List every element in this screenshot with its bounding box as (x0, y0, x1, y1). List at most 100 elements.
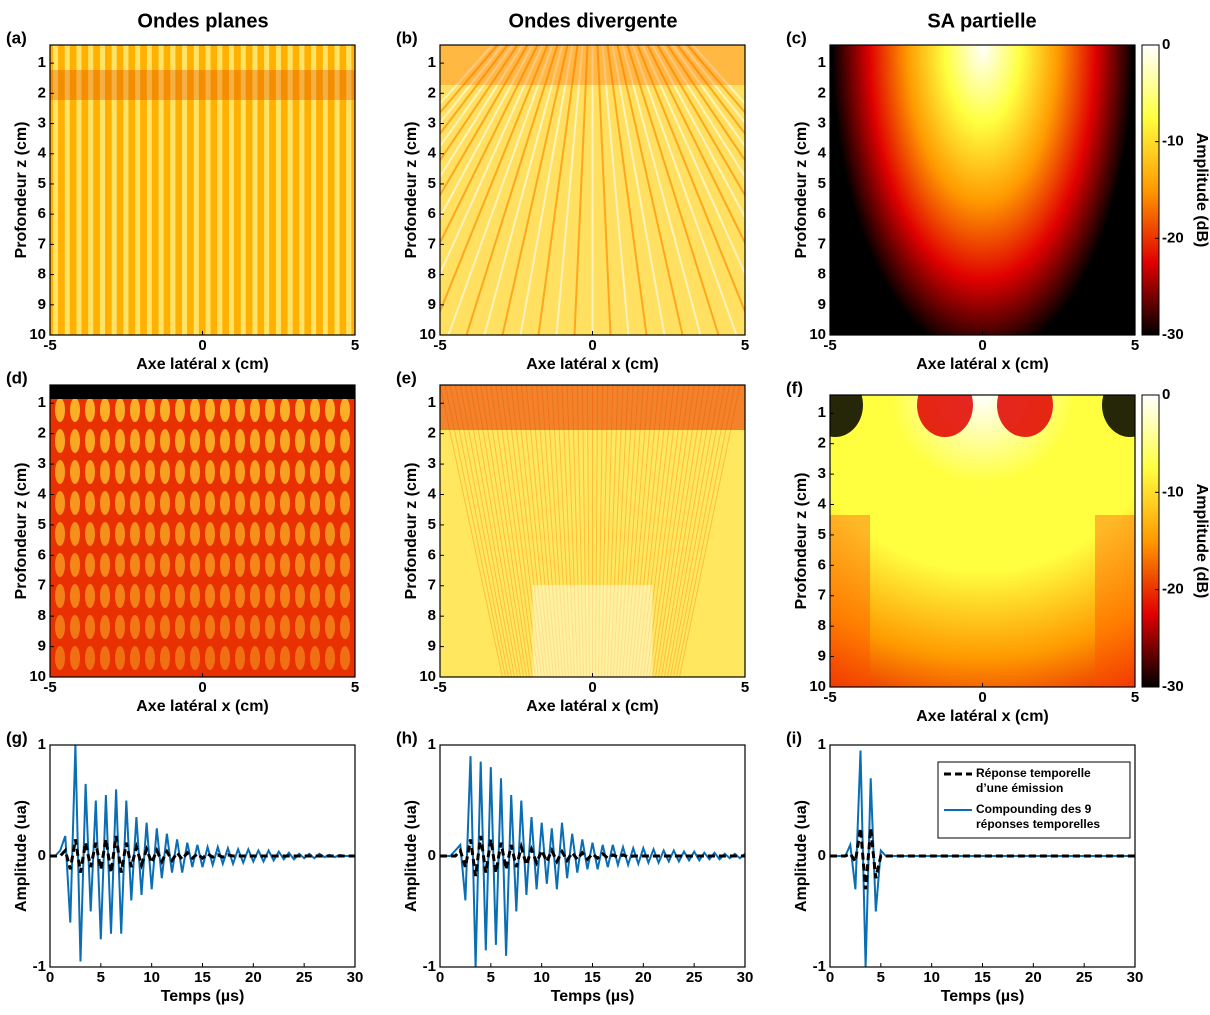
y-tick-label: 3 (428, 455, 436, 472)
panel: 0 -10 -20 -30 Amplitude (dB) 1 2 3 4 5 6 7 8 9 10-5 0 5 A… (786, 28, 1210, 373)
y-tick-label: 4 (38, 145, 47, 162)
x-axis-label: Temps (µs) (941, 988, 1025, 1005)
x-tick-label: 20 (635, 969, 652, 986)
x-tick-label: 5 (741, 337, 749, 354)
y-axis-label: Profondeur z (cm) (13, 463, 30, 600)
panel-label: (e) (396, 368, 417, 387)
x-tick-label: 5 (97, 969, 105, 986)
x-axis-label: Temps (µs) (161, 988, 245, 1005)
x-tick-label: 5 (351, 679, 359, 696)
x-tick-label: -5 (433, 679, 446, 696)
y-tick-label: 10 (29, 668, 46, 685)
y-tick-label: 10 (809, 326, 826, 343)
y-axis-label: Amplitude (ua) (793, 800, 810, 912)
y-tick-label: -1 (33, 958, 46, 975)
y-tick-label: 8 (818, 266, 826, 283)
y-tick-label: 10 (419, 668, 436, 685)
y-tick-label: 9 (38, 638, 46, 655)
panel-label: (i) (786, 728, 802, 747)
x-axis-label: Axe latéral x (cm) (916, 708, 1049, 725)
y-tick-label: 2 (818, 84, 826, 101)
y-tick-label: 1 (428, 394, 436, 411)
y-tick-label: 8 (428, 266, 436, 283)
x-tick-label: 15 (194, 969, 211, 986)
colorbar-tick-label: -30 (1162, 678, 1184, 695)
x-tick-label: 0 (198, 337, 206, 354)
legend-label: Réponse temporelle d’une émission (976, 766, 1091, 795)
heatmap-image (830, 45, 1135, 335)
y-tick-label: 7 (428, 235, 436, 252)
x-tick-label: 5 (741, 679, 749, 696)
y-tick-label: 4 (428, 485, 437, 502)
panel-label: (a) (6, 28, 27, 47)
y-tick-label: 3 (818, 115, 826, 132)
x-tick-label: 30 (347, 969, 364, 986)
panel-label: (h) (396, 728, 418, 747)
x-tick-label: 0 (588, 679, 596, 696)
colorbar-tick-label: -10 (1162, 483, 1184, 500)
y-tick-label: -1 (813, 958, 826, 975)
y-tick-label: 2 (818, 435, 826, 452)
series-line (50, 835, 355, 873)
y-tick-label: 8 (818, 617, 826, 634)
colorbar (1141, 44, 1160, 336)
y-tick-label: 5 (818, 526, 826, 543)
y-tick-label: 9 (818, 648, 826, 665)
panel: 0 -10 -20 -30 Amplitude (dB) 1 2 3 4 5 6 7 8 9 10-5 0 5 A… (786, 378, 1210, 725)
y-tick-label: 8 (38, 266, 46, 283)
colorbar-tick-label: -10 (1162, 133, 1184, 150)
y-tick-label: 2 (428, 425, 436, 442)
x-axis-label: Axe latéral x (cm) (526, 698, 659, 715)
y-tick-label: 0 (38, 847, 46, 864)
y-tick-label: 6 (818, 205, 826, 222)
y-tick-label: 5 (428, 175, 436, 192)
x-tick-label: -5 (433, 337, 446, 354)
y-tick-label: 9 (428, 296, 436, 313)
x-tick-label: 10 (143, 969, 160, 986)
x-tick-label: 0 (46, 969, 54, 986)
series-line (830, 828, 1135, 890)
y-tick-label: 4 (428, 145, 437, 162)
series-line (50, 744, 355, 962)
y-tick-label: 1 (38, 736, 46, 753)
y-tick-label: 6 (428, 546, 436, 563)
y-tick-label: 8 (38, 607, 46, 624)
x-tick-label: 30 (737, 969, 754, 986)
y-axis-label: Profondeur z (cm) (403, 122, 420, 259)
colorbar-tick-label: 0 (1162, 36, 1170, 53)
y-tick-label: 2 (428, 84, 436, 101)
y-tick-label: 3 (38, 455, 46, 472)
y-tick-label: 5 (428, 516, 436, 533)
y-tick-label: 7 (818, 587, 826, 604)
panel-label: (f) (786, 378, 803, 397)
x-axis-label: Axe latéral x (cm) (916, 356, 1049, 373)
colorbar-tick-label: -20 (1162, 229, 1184, 246)
y-tick-label: 5 (38, 175, 46, 192)
panel: 1 2 3 4 5 6 7 8 9 10-5 0 5 Axe latéral x (cm) Profond… (6, 28, 359, 373)
y-tick-label: 0 (428, 847, 436, 864)
x-tick-label: 25 (296, 969, 313, 986)
x-tick-label: 0 (978, 689, 986, 706)
y-tick-label: 4 (818, 495, 827, 512)
y-axis-label: Profondeur z (cm) (403, 463, 420, 600)
x-axis-label: Temps (µs) (551, 988, 635, 1005)
x-axis-label: Axe latéral x (cm) (136, 356, 269, 373)
y-tick-label: 1 (818, 736, 826, 753)
y-tick-label: -1 (423, 958, 436, 975)
column-title: SA partielle (927, 10, 1036, 32)
panel: 1 2 3 4 5 6 7 8 9 10-5 0 5 Axe latéral x (cm) Profond… (396, 368, 749, 715)
x-tick-label: 0 (436, 969, 444, 986)
y-tick-label: 3 (428, 115, 436, 132)
y-tick-label: 10 (809, 678, 826, 695)
x-tick-label: 5 (1131, 689, 1139, 706)
x-tick-label: -5 (823, 689, 836, 706)
panel-label: (d) (6, 368, 28, 387)
x-tick-label: 25 (686, 969, 703, 986)
x-tick-label: 5 (487, 969, 495, 986)
column-title: Ondes planes (137, 10, 268, 32)
y-tick-label: 6 (38, 546, 46, 563)
y-axis-label: Amplitude (ua) (13, 800, 30, 912)
y-tick-label: 7 (818, 235, 826, 252)
